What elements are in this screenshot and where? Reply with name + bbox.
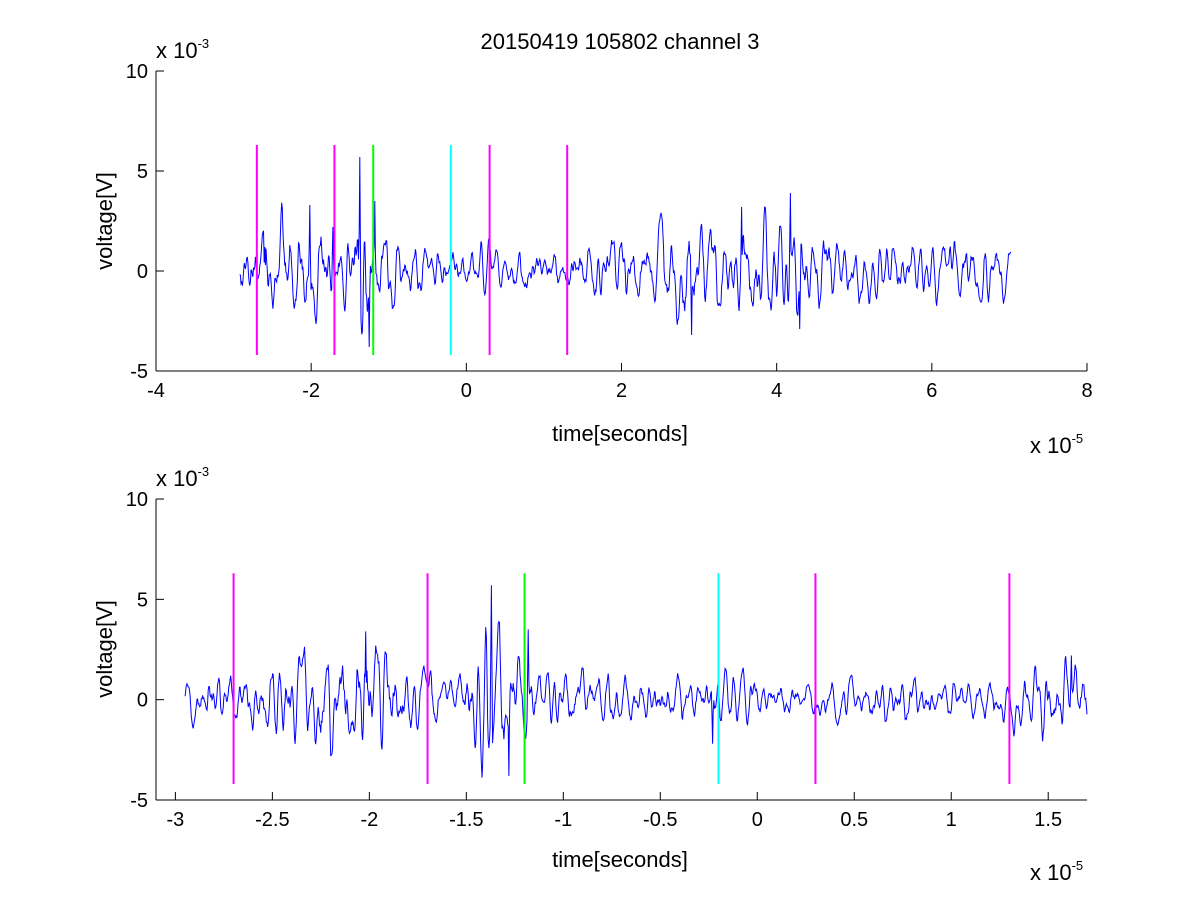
top-signal-series (239, 156, 1012, 348)
bottom-x-tick-label: 1 (946, 809, 957, 831)
top-y-multiplier-base: x 10 (156, 38, 198, 63)
bottom-ticks: -3 -2.5 -2 -1.5 -1 -0.5 0 0.5 1 1.5 -5 0 5 10 (126, 489, 1062, 831)
top-x-multiplier: x 10-5 (1030, 431, 1083, 458)
top-x-tick-label: 8 (1081, 380, 1092, 402)
top-x-tick-label: -2 (302, 380, 320, 402)
bottom-y-tick-label: -5 (130, 790, 148, 812)
top-x-tick-label: 6 (926, 380, 937, 402)
bottom-x-tick-label: -1.5 (449, 809, 483, 831)
bottom-x-multiplier-exp: -5 (1072, 858, 1084, 873)
bottom-y-label: voltage[V] (92, 600, 117, 698)
top-y-tick-label: -5 (130, 361, 148, 383)
top-y-tick-label: 5 (137, 161, 148, 183)
bottom-y-multiplier: x 10-3 (156, 464, 209, 491)
bottom-y-multiplier-base: x 10 (156, 466, 198, 491)
top-x-multiplier-exp: -5 (1072, 431, 1084, 446)
bottom-y-multiplier-exp: -3 (198, 464, 210, 479)
bottom-x-tick-label: -2 (360, 809, 378, 831)
top-ticks: -4 -2 0 2 4 6 8 -5 0 5 10 (126, 61, 1093, 402)
figure-title: 20150419 105802 channel 3 (481, 29, 760, 54)
top-axes: -4 -2 0 2 4 6 8 -5 0 5 10 time[seconds] voltage[V]… (92, 36, 1093, 458)
bottom-x-tick-label: 1.5 (1034, 809, 1062, 831)
bottom-x-tick-label: -0.5 (643, 809, 677, 831)
top-y-multiplier: x 10-3 (156, 36, 209, 63)
bottom-x-tick-label: -2.5 (255, 809, 289, 831)
top-y-tick-label: 0 (137, 261, 148, 283)
bottom-y-tick-label: 10 (126, 489, 148, 511)
bottom-x-tick-label: -1 (554, 809, 572, 831)
top-x-label: time[seconds] (552, 421, 688, 446)
top-x-tick-label: -4 (147, 380, 165, 402)
bottom-axes: -3 -2.5 -2 -1.5 -1 -0.5 0 0.5 1 1.5 -5 0 5 10 time[se… (92, 464, 1088, 885)
top-x-tick-label: 2 (616, 380, 627, 402)
bottom-plot-area (184, 573, 1088, 784)
bottom-x-label: time[seconds] (552, 847, 688, 872)
bottom-x-tick-label: 0 (752, 809, 763, 831)
bottom-x-tick-label: -3 (166, 809, 184, 831)
top-plot-area (239, 145, 1012, 355)
bottom-y-tick-label: 0 (137, 690, 148, 712)
bottom-signal-series (184, 585, 1088, 778)
bottom-x-tick-label: 0.5 (840, 809, 868, 831)
top-x-tick-label: 0 (461, 380, 472, 402)
top-y-label: voltage[V] (92, 172, 117, 270)
top-y-tick-label: 10 (126, 61, 148, 83)
bottom-x-multiplier-base: x 10 (1030, 860, 1072, 885)
bottom-y-tick-label: 5 (137, 589, 148, 611)
top-x-multiplier-base: x 10 (1030, 433, 1072, 458)
bottom-x-multiplier: x 10-5 (1030, 858, 1083, 885)
top-y-multiplier-exp: -3 (198, 36, 210, 51)
top-x-tick-label: 4 (771, 380, 782, 402)
